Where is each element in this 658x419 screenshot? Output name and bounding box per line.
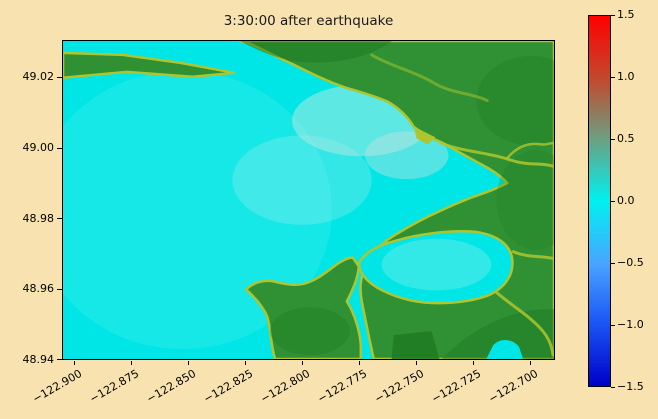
- colorbar-tick: [611, 325, 615, 326]
- y-tick: [57, 218, 62, 219]
- land-wedge: [63, 51, 236, 80]
- x-tick: [302, 361, 303, 365]
- x-tick: [131, 361, 132, 365]
- y-tick: [57, 148, 62, 149]
- river-channel: [370, 53, 489, 103]
- x-tick: [473, 361, 474, 365]
- y-tick: [57, 289, 62, 290]
- colorbar-label: −1.0: [617, 318, 644, 331]
- y-tick: [57, 359, 62, 360]
- colorbar-label: 0.5: [617, 132, 635, 145]
- map-canvas: [63, 41, 554, 359]
- colorbar-gradient: [589, 16, 610, 386]
- colorbar-tick: [611, 77, 615, 78]
- x-tick: [359, 361, 360, 365]
- water-disturbance: [381, 238, 492, 291]
- colorbar: [588, 15, 611, 387]
- land-peninsula: [245, 256, 363, 359]
- bay-water: [357, 230, 514, 305]
- terrain-shading: [240, 41, 392, 63]
- terrain-shading: [441, 309, 554, 359]
- colorbar-tick: [611, 139, 615, 140]
- terrain-shading: [391, 331, 440, 359]
- x-tick: [188, 361, 189, 365]
- colorbar-tick: [611, 15, 615, 16]
- y-tick: [57, 77, 62, 78]
- y-tick-label: 49.00: [22, 141, 55, 154]
- y-tick-label: 48.96: [22, 282, 55, 295]
- colorbar-label: −1.5: [617, 380, 644, 393]
- colorbar-label: −0.5: [617, 256, 644, 269]
- water-disturbance: [63, 70, 332, 350]
- x-tick: [74, 361, 75, 365]
- colorbar-label: 0.0: [617, 194, 635, 207]
- river-channel: [493, 289, 554, 357]
- plot-title: 3:30:00 after earthquake: [223, 13, 394, 29]
- river-channel: [439, 141, 554, 168]
- river-channel: [505, 141, 554, 160]
- river-channel: [511, 250, 554, 261]
- colorbar-tick: [611, 201, 615, 202]
- terrain-shading: [496, 150, 554, 250]
- colorbar-tick: [611, 387, 615, 388]
- colorbar-tick: [611, 263, 615, 264]
- colorbar-label: 1.0: [617, 70, 635, 83]
- x-tick: [530, 361, 531, 365]
- y-tick-label: 49.02: [22, 70, 55, 83]
- colorbar-label: 1.5: [617, 8, 635, 21]
- shore-spit: [413, 126, 436, 145]
- x-tick: [245, 361, 246, 365]
- x-tick: [416, 361, 417, 365]
- terrain-shading: [270, 307, 350, 356]
- inlet-water: [486, 340, 524, 359]
- terrain-shading: [476, 55, 554, 146]
- y-tick-label: 48.98: [22, 212, 55, 225]
- plot-area: [62, 40, 555, 360]
- water-disturbance: [232, 135, 372, 225]
- y-tick-label: 48.94: [22, 353, 55, 366]
